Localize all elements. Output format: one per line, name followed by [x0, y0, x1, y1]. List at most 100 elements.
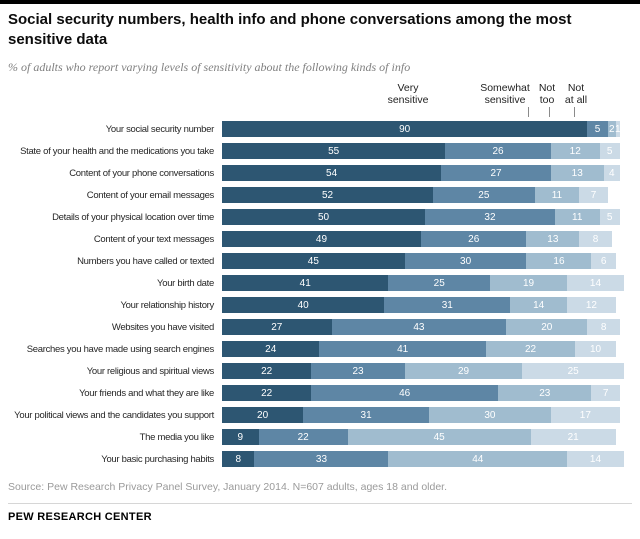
bar-segment: 22 — [222, 363, 312, 379]
chart-row: Content of your phone conversations 54 27 1… — [8, 162, 632, 184]
value-label: 40 — [297, 299, 309, 311]
bar-segment: 22 — [258, 429, 348, 445]
value-label: 29 — [457, 365, 470, 377]
bar-segment: 10 — [575, 341, 616, 357]
bar-segment: 45 — [222, 253, 405, 269]
bar-segment: 11 — [554, 209, 600, 225]
chart-row: Numbers you have called or texted 45 30 16 6 — [8, 250, 632, 272]
category-label: The media you like — [139, 431, 215, 443]
bar-group: 22 23 29 25 — [222, 363, 628, 379]
bar-segment: 45 — [347, 429, 531, 445]
value-label: 46 — [399, 387, 411, 399]
value-label: 4 — [608, 167, 615, 179]
value-label: 22 — [261, 387, 273, 399]
value-label: 13 — [547, 233, 559, 245]
value-label: 27 — [490, 167, 502, 179]
legend-label: Not at all — [564, 82, 588, 107]
value-label: 30 — [484, 409, 496, 421]
bar-segment: 25 — [522, 363, 624, 379]
bar-segment: 16 — [526, 253, 592, 269]
legend-label: Very sensitive — [387, 82, 429, 107]
value-label: 22 — [524, 343, 537, 355]
value-label: 45 — [433, 431, 445, 443]
value-label: 23 — [539, 387, 551, 399]
category-label: Your birth date — [157, 277, 214, 289]
category-label: State of your health and the medications… — [20, 145, 214, 157]
bar-segment: 49 — [222, 231, 421, 247]
value-label: 90 — [399, 123, 411, 135]
bar-segment: 41 — [319, 341, 486, 357]
bar-group: 8 33 44 14 — [222, 451, 628, 467]
bar-segment: 20 — [222, 407, 304, 423]
bar-segment: 13 — [526, 231, 580, 247]
value-label: 14 — [533, 299, 545, 311]
value-label: 2 — [608, 123, 615, 135]
value-label: 12 — [569, 145, 581, 157]
bar-group: 27 43 20 8 — [222, 319, 628, 335]
value-label: 9 — [237, 431, 244, 443]
bar-segment: 25 — [388, 275, 490, 291]
bar-segment: 90 — [222, 121, 588, 137]
bar-segment: 23 — [498, 385, 592, 401]
bar-segment: 12 — [550, 143, 600, 159]
bar-segment: 31 — [303, 407, 430, 423]
category-label: Your basic purchasing habits — [101, 453, 214, 465]
value-label: 13 — [571, 167, 583, 179]
category-label: Your political views and the candidates … — [14, 409, 214, 421]
bar-group: 90 5 2 1 — [222, 121, 628, 137]
chart-row: Your birth date 41 25 19 14 — [8, 272, 632, 294]
category-label: Content of your text messages — [93, 233, 214, 245]
bar-group: 52 25 11 7 — [222, 187, 628, 203]
value-label: 5 — [606, 145, 613, 157]
bar-segment: 30 — [404, 253, 527, 269]
bar-segment: 24 — [222, 341, 320, 357]
value-label: 21 — [567, 431, 579, 443]
chart-row: Your political views and the candidates … — [8, 404, 632, 426]
chart-row: Websites you have visited 27 43 20 8 — [8, 316, 632, 338]
value-label: 8 — [235, 453, 242, 465]
value-label: 49 — [315, 233, 328, 245]
bar-segment: 5 — [587, 121, 608, 137]
value-label: 1 — [615, 123, 621, 135]
value-label: 5 — [606, 211, 613, 223]
legend-leader-line — [528, 107, 529, 117]
bar-segment: 40 — [222, 297, 385, 313]
bar-segment: 8 — [579, 231, 612, 247]
category-label: Your friends and what they are like — [79, 387, 214, 399]
chart-row: State of your health and the medications… — [8, 140, 632, 162]
bar-segment: 13 — [550, 165, 604, 181]
value-label: 14 — [589, 453, 602, 465]
category-label: Your religious and spiritual views — [86, 365, 215, 377]
category-label: Searches you have made using search engi… — [26, 343, 215, 355]
bar-segment: 23 — [311, 363, 405, 379]
value-label: 14 — [589, 277, 602, 289]
value-label: 17 — [579, 409, 591, 421]
bar-group: 20 31 30 17 — [222, 407, 628, 423]
bar-segment: 26 — [445, 143, 551, 159]
value-label: 8 — [592, 233, 599, 245]
legend-leader-line — [549, 107, 550, 117]
bar-segment: 55 — [222, 143, 446, 159]
bar-segment: 33 — [254, 451, 389, 467]
value-label: 43 — [413, 321, 425, 333]
bar-group: 24 41 22 10 — [222, 341, 628, 357]
bar-segment: 31 — [384, 297, 511, 313]
value-label: 31 — [441, 299, 453, 311]
category-label: Numbers you have called or texted — [77, 255, 214, 267]
value-label: 5 — [594, 123, 601, 135]
bar-group: 41 25 19 14 — [222, 275, 628, 291]
bar-segment: 19 — [489, 275, 568, 291]
bar-group: 45 30 16 6 — [222, 253, 628, 269]
value-label: 7 — [602, 387, 609, 399]
category-label: Content of your email messages — [86, 189, 215, 201]
value-label: 26 — [468, 233, 480, 245]
legend-label: Not too — [538, 82, 556, 107]
value-label: 32 — [484, 211, 496, 223]
value-label: 44 — [472, 453, 484, 465]
chart-row: Your basic purchasing habits 8 33 44 14 — [8, 448, 632, 470]
bar-segment: 14 — [567, 451, 624, 467]
bar-segment: 27 — [222, 319, 332, 335]
bar-segment: 20 — [506, 319, 588, 335]
chart-row: Your social security number 90 5 2 1 — [8, 118, 632, 140]
